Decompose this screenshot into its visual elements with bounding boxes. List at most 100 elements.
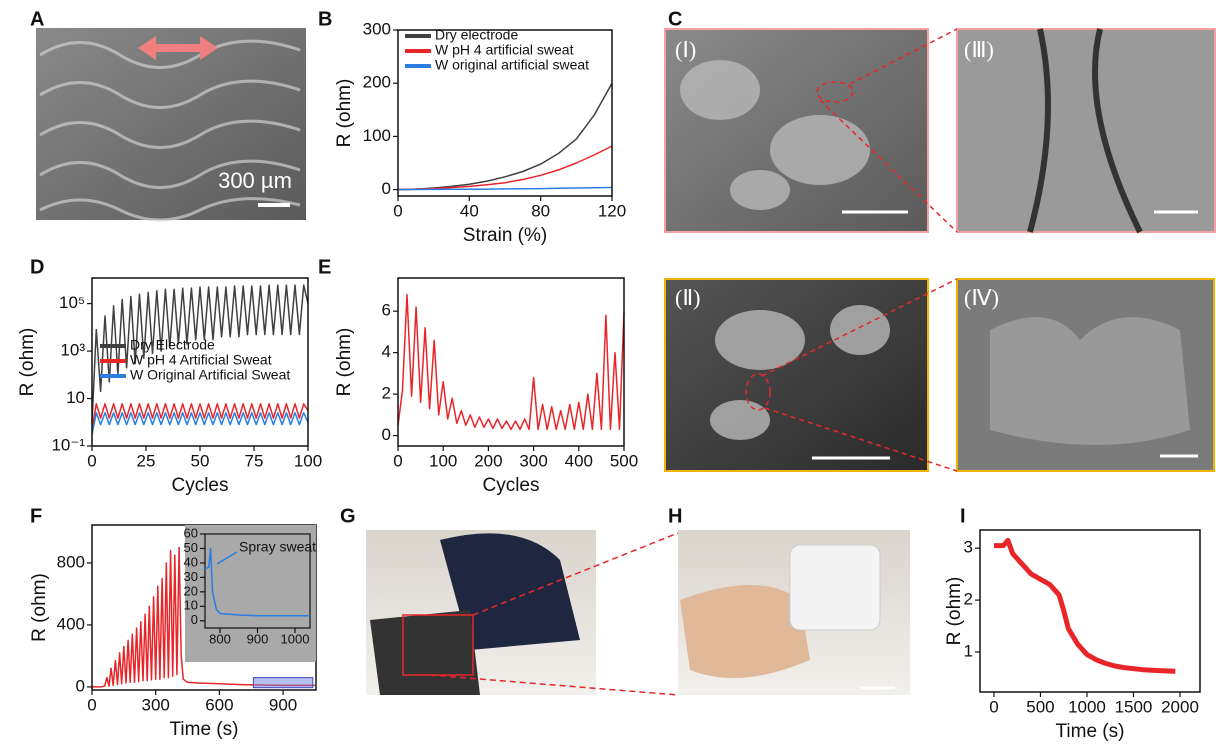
y-tick-label: 50 <box>184 540 198 555</box>
x-tick-label: 120 <box>598 201 626 220</box>
x-tick-label: 1000 <box>281 631 310 646</box>
y-tick-label: 10³ <box>60 341 85 360</box>
y-axis-label: R (ohm) <box>334 79 355 148</box>
y-tick-label: 400 <box>57 614 85 633</box>
panel-label: F <box>30 505 42 527</box>
x-tick-label: 800 <box>209 631 231 646</box>
y-tick-label: 20 <box>184 583 198 598</box>
data-line <box>397 186 613 191</box>
plot-series <box>994 537 1176 674</box>
y-tick-label: 300 <box>363 19 391 38</box>
plot-series <box>397 293 625 431</box>
y-tick-label: 30 <box>184 569 198 584</box>
panel-label: C <box>668 8 682 30</box>
x-tick-label: 400 <box>565 451 593 470</box>
data-line <box>397 82 613 191</box>
data-line <box>91 403 309 430</box>
x-tick-label: 100 <box>429 451 457 470</box>
x-tick-label: 75 <box>245 451 264 470</box>
y-axis-label: R (ohm) <box>29 573 50 642</box>
legend-label: Dry Electrode <box>130 337 215 353</box>
y-tick-label: 0 <box>382 179 391 198</box>
x-tick-label: 200 <box>474 451 502 470</box>
inset-window <box>252 677 314 689</box>
y-tick-label: 0 <box>191 612 198 627</box>
sem-images-c: (Ⅰ) (Ⅱ) (Ⅲ) (Ⅳ) <box>664 28 1216 472</box>
x-tick-label: 50 <box>191 451 210 470</box>
sem-label: (Ⅲ) <box>964 37 994 62</box>
y-axis-label: R (ohm) <box>17 328 38 397</box>
inset-plot-area <box>204 533 311 629</box>
plot-frame <box>979 529 1201 693</box>
data-line <box>92 546 315 688</box>
y-tick-label: 40 <box>184 554 198 569</box>
y-tick-label: 10⁵ <box>59 293 85 312</box>
legend-label: W pH 4 artificial sweat <box>435 42 574 58</box>
x-tick-label: 40 <box>460 201 479 220</box>
plot-series <box>92 546 315 688</box>
x-tick-label: 600 <box>205 695 233 714</box>
y-tick-label: 0 <box>382 425 391 444</box>
y-tick-label: 0 <box>76 676 85 695</box>
panel-label: I <box>960 505 966 527</box>
x-tick-label: 500 <box>1026 697 1054 716</box>
y-tick-label: 6 <box>382 301 391 320</box>
y-tick-label: 10 <box>66 388 85 407</box>
sem-label: (Ⅳ) <box>964 285 999 310</box>
x-axis-label: Time (s) <box>170 719 239 740</box>
plot-series <box>91 284 309 435</box>
annotation-arrow <box>216 551 238 565</box>
y-tick-label: 4 <box>382 342 391 361</box>
panel-label: G <box>340 505 356 527</box>
sem-image-a: 300 µm <box>36 28 306 222</box>
y-tick-label: 10 <box>184 598 198 613</box>
legend-label: Dry electrode <box>435 27 518 43</box>
plot-series <box>397 82 613 191</box>
x-tick-label: 500 <box>610 451 638 470</box>
panel-label: D <box>30 256 44 278</box>
legend-label: W pH 4 Artificial Sweat <box>130 352 272 368</box>
plot-frame <box>91 277 309 447</box>
y-tick-label: 100 <box>363 126 391 145</box>
y-tick-label: 1 <box>964 642 973 661</box>
x-tick-label: 0 <box>393 451 402 470</box>
data-line <box>204 547 310 617</box>
x-tick-label: 100 <box>294 451 322 470</box>
x-tick-label: 2000 <box>1161 697 1199 716</box>
sem-label: (Ⅱ) <box>675 285 700 310</box>
x-tick-label: 900 <box>247 631 269 646</box>
x-tick-label: 25 <box>137 451 156 470</box>
data-line <box>994 537 1176 674</box>
legend-label: W original artificial sweat <box>435 57 589 73</box>
y-axis-label: R (ohm) <box>334 328 355 397</box>
y-tick-label: 60 <box>184 525 198 540</box>
plot-frame <box>397 29 613 197</box>
x-axis-label: Cycles <box>482 475 539 496</box>
panel-label: B <box>318 8 332 30</box>
y-tick-label: 3 <box>964 538 973 557</box>
y-axis-label: R (ohm) <box>944 577 965 646</box>
x-tick-label: 0 <box>393 201 402 220</box>
data-line <box>91 412 309 435</box>
x-tick-label: 300 <box>519 451 547 470</box>
x-tick-label: 1000 <box>1068 697 1106 716</box>
x-tick-label: 300 <box>142 695 170 714</box>
x-tick-label: 0 <box>87 695 96 714</box>
panel-labels: A B C D E F G H I <box>30 8 966 527</box>
plot-frame <box>397 277 625 447</box>
x-axis-label: Time (s) <box>1056 721 1125 742</box>
y-tick-label: 800 <box>57 552 85 571</box>
y-tick-label: 10⁻¹ <box>51 435 85 454</box>
legend-label: W Original Artificial Sweat <box>130 367 290 383</box>
y-tick-label: 2 <box>382 384 391 403</box>
data-line <box>397 145 613 191</box>
panel-label: A <box>30 8 44 30</box>
panel-label: H <box>668 505 682 527</box>
data-line <box>91 284 309 423</box>
photos <box>366 530 910 696</box>
y-tick-label: 200 <box>363 73 391 92</box>
data-line <box>397 293 625 431</box>
plot-series <box>204 547 310 617</box>
x-tick-label: 0 <box>989 697 998 716</box>
